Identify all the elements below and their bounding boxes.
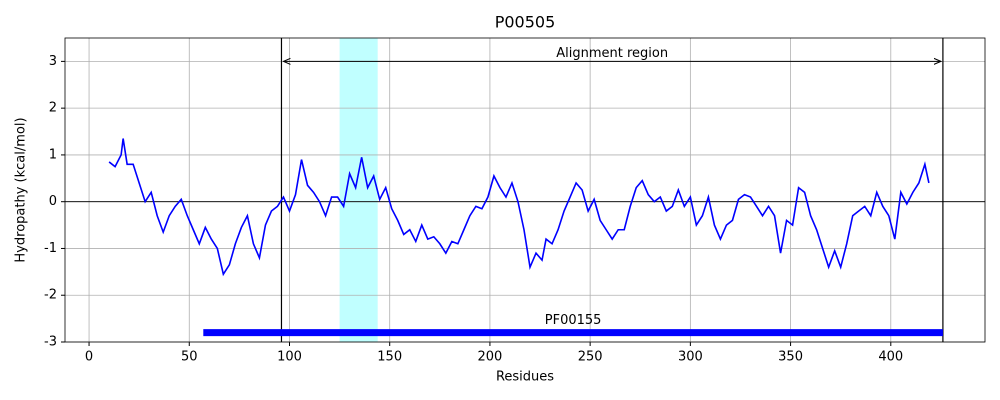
chart-title: P00505 [495, 13, 556, 32]
x-tick-label: 350 [778, 350, 803, 365]
plot-frame [64, 37, 986, 343]
x-tick-label: 0 [85, 350, 93, 365]
y-tick-label: -1 [44, 241, 57, 256]
highlight-span [339, 38, 378, 342]
data-line [108, 138, 930, 277]
y-tick-label: 3 [49, 54, 57, 69]
x-tick-label: 300 [678, 350, 703, 365]
x-tick-label: 400 [878, 350, 903, 365]
region-label: Alignment region [556, 46, 668, 61]
x-tick-label: 200 [478, 350, 503, 365]
y-tick-label: 1 [49, 147, 57, 162]
y-tick-label: -2 [44, 288, 57, 303]
domain-label: PF00155 [545, 313, 602, 328]
x-axis-label: Residues [496, 370, 554, 385]
x-tick-label: 100 [277, 350, 302, 365]
x-tick-label: 150 [377, 350, 402, 365]
y-tick-label: 0 [49, 194, 57, 209]
y-tick-label: 2 [49, 101, 57, 116]
x-tick-label: 250 [578, 350, 603, 365]
y-axis-label: Hydropathy (kcal/mol) [14, 117, 29, 262]
y-tick-label: -3 [44, 335, 57, 350]
x-tick-label: 50 [181, 350, 198, 365]
